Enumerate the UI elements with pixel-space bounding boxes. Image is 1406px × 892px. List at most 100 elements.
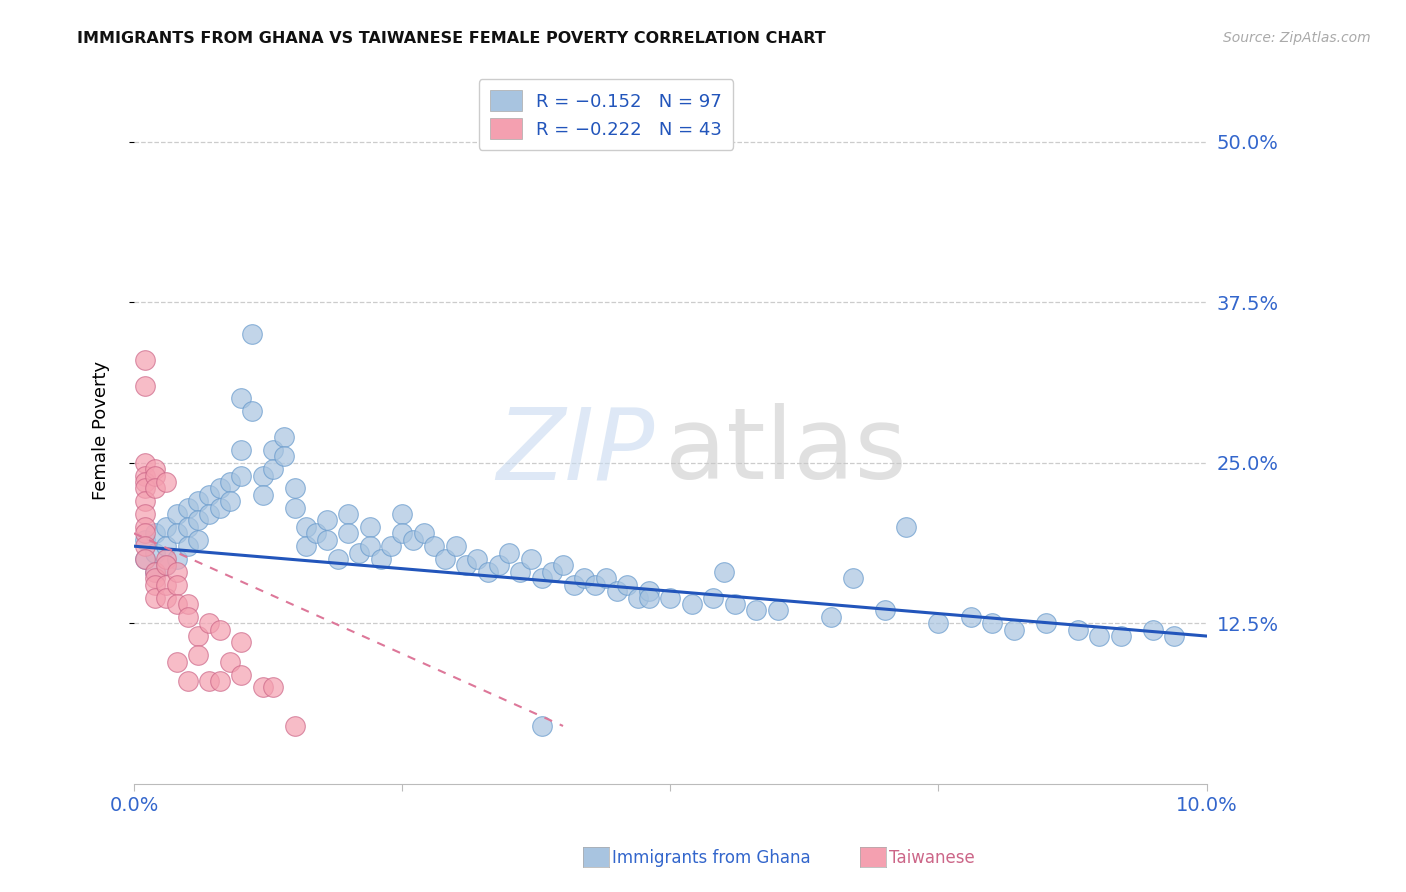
Point (294, 539, 316, 553)
Point (959, 609, 981, 624)
Point (187, 533, 209, 547)
Point (1142, 623, 1164, 637)
Point (316, 533, 339, 547)
Point (637, 591, 659, 605)
Point (284, 500, 307, 515)
Point (284, 482, 307, 496)
Point (337, 507, 360, 521)
Point (262, 462, 284, 476)
Point (219, 494, 242, 508)
Point (176, 520, 198, 534)
Text: ZIP: ZIP (496, 403, 654, 500)
Point (166, 597, 188, 611)
Point (155, 552, 177, 566)
Point (713, 565, 735, 579)
Point (145, 482, 167, 496)
Point (551, 558, 574, 573)
Point (134, 494, 156, 508)
Point (145, 526, 167, 541)
Point (145, 468, 167, 483)
Point (231, 635, 253, 649)
Point (166, 507, 188, 521)
Text: Immigrants from Ghana: Immigrants from Ghana (612, 849, 810, 867)
Point (745, 603, 768, 617)
Point (1002, 623, 1025, 637)
Point (134, 552, 156, 566)
Point (370, 552, 392, 566)
Point (155, 577, 177, 591)
Point (273, 430, 295, 444)
Point (134, 552, 156, 566)
Point (616, 577, 638, 591)
Point (423, 539, 446, 553)
Point (530, 571, 553, 585)
Point (134, 482, 156, 496)
Point (1109, 629, 1132, 643)
Point (134, 526, 156, 541)
Text: Taiwanese: Taiwanese (889, 849, 974, 867)
Point (187, 494, 209, 508)
Point (208, 500, 231, 515)
Text: IMMIGRANTS FROM GHANA VS TAIWANESE FEMALE POVERTY CORRELATION CHART: IMMIGRANTS FROM GHANA VS TAIWANESE FEMAL… (77, 31, 827, 46)
Point (219, 475, 242, 489)
Point (541, 565, 564, 579)
Point (456, 558, 478, 573)
Point (166, 565, 188, 579)
Point (606, 584, 628, 599)
Point (380, 539, 402, 553)
Point (166, 655, 188, 669)
Point (391, 526, 413, 541)
Point (155, 475, 177, 489)
Point (402, 533, 425, 547)
Point (134, 378, 156, 392)
Point (520, 552, 543, 566)
Point (145, 591, 167, 605)
Point (562, 577, 585, 591)
Point (155, 558, 177, 573)
Y-axis label: Female Poverty: Female Poverty (93, 361, 110, 500)
Point (240, 327, 263, 342)
Point (198, 507, 221, 521)
Point (166, 552, 188, 566)
Point (134, 468, 156, 483)
Point (231, 667, 253, 681)
Point (231, 442, 253, 457)
Point (574, 571, 596, 585)
Point (637, 584, 659, 599)
Point (498, 546, 520, 560)
Point (176, 609, 198, 624)
Point (359, 520, 381, 534)
Point (176, 539, 198, 553)
Point (262, 681, 284, 695)
Point (477, 565, 499, 579)
Point (187, 514, 209, 528)
Point (434, 552, 457, 566)
Point (595, 571, 617, 585)
Point (1067, 623, 1090, 637)
Point (509, 565, 531, 579)
Point (252, 488, 274, 502)
Point (981, 616, 1004, 631)
Point (231, 392, 253, 406)
Point (252, 681, 274, 695)
Point (208, 482, 231, 496)
Point (841, 571, 863, 585)
Point (134, 456, 156, 470)
Point (659, 591, 682, 605)
Point (145, 546, 167, 560)
Point (155, 520, 177, 534)
Point (337, 526, 360, 541)
Point (187, 629, 209, 643)
Point (134, 539, 156, 553)
Point (187, 648, 209, 663)
Point (1035, 616, 1057, 631)
Point (1088, 629, 1111, 643)
Point (262, 442, 284, 457)
Text: Source: ZipAtlas.com: Source: ZipAtlas.com (1223, 31, 1371, 45)
Point (273, 450, 295, 464)
Point (155, 558, 177, 573)
Point (208, 623, 231, 637)
Point (145, 565, 167, 579)
Point (347, 546, 370, 560)
Point (176, 673, 198, 688)
